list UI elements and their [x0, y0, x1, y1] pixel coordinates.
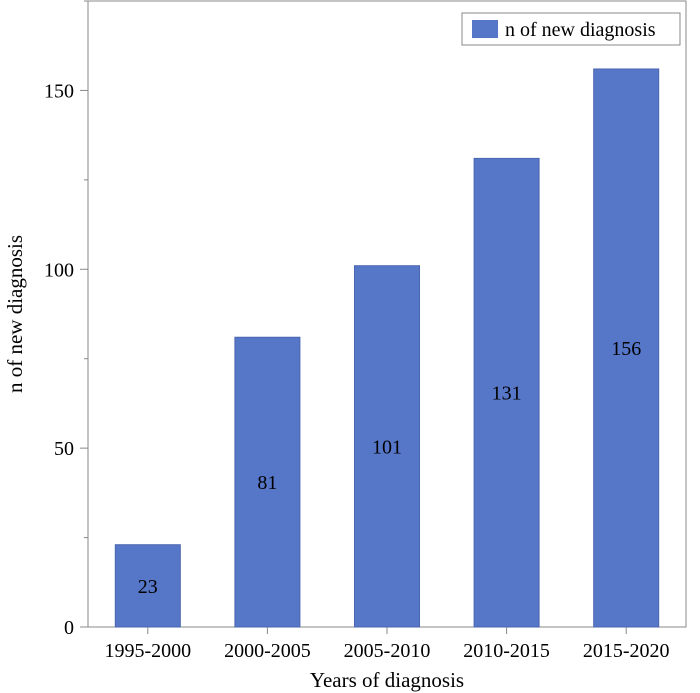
bar	[593, 68, 660, 628]
bar-series: 23 81 101 131 156	[114, 68, 660, 628]
x-tick-label: 1995-2000	[104, 640, 191, 662]
bar	[354, 265, 420, 628]
legend-box	[461, 12, 681, 46]
y-tick-label: 50	[54, 438, 74, 460]
bar-data-label: 81	[257, 472, 277, 494]
legend: n of new diagnosis	[461, 12, 681, 46]
y-tick-label: 100	[44, 259, 74, 281]
legend-swatch	[472, 20, 498, 38]
x-axis: 1995-2000 2000-2005 2005-2010 2010-2015 2015…	[104, 627, 670, 662]
y-tick-label: 150	[44, 80, 74, 102]
bar-data-label: 23	[138, 576, 158, 598]
y-axis: 0 50 100 150	[44, 0, 88, 639]
x-tick-label: 2005-2010	[344, 640, 431, 662]
bar-data-label: 101	[372, 436, 402, 458]
x-tick-label: 2000-2005	[224, 640, 311, 662]
bar	[473, 157, 540, 628]
x-tick-label: 2015-2020	[583, 640, 670, 662]
legend-label: n of new diagnosis	[505, 19, 656, 41]
y-tick-label: 0	[64, 617, 74, 639]
bar-data-label: 131	[492, 383, 522, 405]
bar-data-label: 156	[611, 338, 641, 360]
x-axis-title: Years of diagnosis	[310, 668, 464, 692]
bar	[234, 336, 301, 628]
y-axis-title: n of new diagnosis	[3, 235, 27, 393]
x-tick-label: 2010-2015	[463, 640, 550, 662]
